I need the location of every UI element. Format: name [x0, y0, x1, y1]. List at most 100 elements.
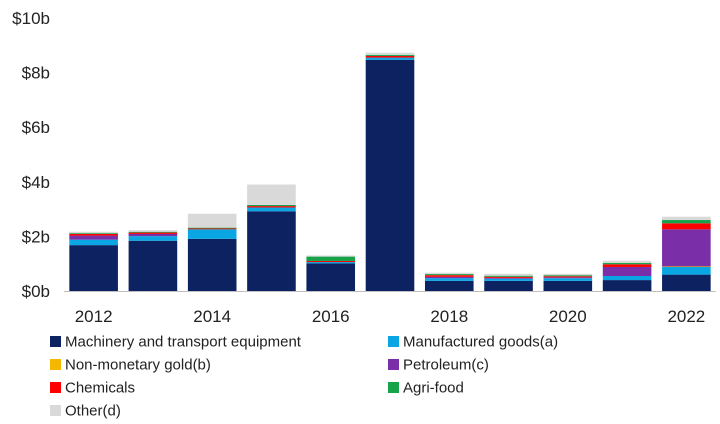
- legend-item-other: Other(d): [50, 403, 121, 420]
- bar-segment-2014-manufactured-goods: [187, 229, 237, 239]
- legend-label: Non-monetary gold(b): [65, 357, 211, 374]
- x-tick-label: 2022: [667, 307, 705, 326]
- bar-segment-2018-agri-food: [424, 274, 474, 276]
- legend-label: Machinery and transport equipment: [65, 334, 302, 351]
- bar-segment-2020-manufactured-goods: [543, 278, 593, 281]
- bar-segment-2012-petroleum: [69, 235, 118, 240]
- bar-segment-2012-manufactured-goods: [69, 239, 118, 246]
- legend-label: Chemicals: [65, 380, 135, 397]
- bar-segment-2021-agri-food: [602, 262, 652, 265]
- legend-item-manufactured-goods: Manufactured goods(a): [388, 334, 558, 351]
- legend-swatch: [50, 382, 61, 393]
- bar-segment-2022-other: [662, 216, 711, 221]
- bar-segment-2022-agri-food: [662, 220, 711, 224]
- bar-segment-2022-manufactured-goods: [662, 266, 711, 275]
- bar-segment-2013-machinery-and-transport-equipment: [128, 240, 178, 291]
- bar-segment-2019-chemicals: [484, 276, 533, 278]
- legend-swatch: [388, 359, 399, 370]
- bar-segment-2013-petroleum: [128, 233, 178, 237]
- legend-label: Petroleum(c): [403, 357, 489, 374]
- bar-segment-2019-petroleum: [484, 277, 533, 279]
- bar-segment-2013-manufactured-goods: [128, 236, 178, 241]
- x-tick-label: 2014: [193, 307, 231, 326]
- y-tick-label: $10b: [12, 9, 50, 28]
- bar-segment-2017-chemicals: [365, 55, 415, 58]
- bar-segment-2015-agri-food: [247, 205, 296, 207]
- bar-segment-2021-chemicals: [602, 264, 652, 267]
- bar-segment-2020-petroleum: [543, 277, 593, 279]
- bar-segment-2018-manufactured-goods: [424, 278, 474, 281]
- bar-segment-2019-manufactured-goods: [484, 278, 533, 281]
- bar-segment-2022-non-monetary-gold: [662, 266, 711, 268]
- bars-group: [69, 52, 711, 291]
- bar-segment-2017-machinery-and-transport-equipment: [365, 59, 415, 291]
- bar-segment-2012-machinery-and-transport-equipment: [69, 245, 118, 291]
- legend-swatch: [50, 359, 61, 370]
- bar-segment-2014-chemicals: [187, 228, 237, 230]
- bar-segment-2020-machinery-and-transport-equipment: [543, 280, 593, 291]
- bar-segment-2021-machinery-and-transport-equipment: [602, 280, 652, 291]
- legend-swatch: [50, 405, 61, 416]
- bar-segment-2018-petroleum: [424, 276, 474, 279]
- legend-label: Manufactured goods(a): [403, 334, 558, 351]
- bar-segment-2020-agri-food: [543, 275, 593, 277]
- bar-segment-2013-other: [128, 230, 178, 232]
- bar-segment-2013-chemicals: [128, 232, 178, 234]
- legend-label: Agri-food: [403, 380, 464, 397]
- bar-segment-2014-other: [187, 213, 237, 228]
- bar-segment-2019-other: [484, 273, 533, 276]
- bar-segment-2016-other: [306, 255, 356, 257]
- bar-segment-2012-other: [69, 231, 118, 234]
- y-tick-label: $0b: [22, 282, 50, 301]
- bar-segment-2012-agri-food: [69, 233, 118, 234]
- legend-swatch: [388, 336, 399, 347]
- bar-segment-2022-chemicals: [662, 223, 711, 230]
- bar-segment-2016-machinery-and-transport-equipment: [306, 263, 356, 291]
- axes-group: $0b $2b $4b $6b $8b $10b 2012 2014 2016 2018 2020 2…: [12, 9, 716, 326]
- legend-label: Other(d): [65, 403, 121, 420]
- bar-segment-2016-agri-food: [306, 256, 356, 261]
- bar-segment-2019-machinery-and-transport-equipment: [484, 280, 533, 291]
- bar-segment-2017-agri-food: [365, 54, 415, 56]
- bar-segment-2018-other: [424, 272, 474, 275]
- bar-segment-2015-machinery-and-transport-equipment: [247, 211, 296, 291]
- x-tick-label: 2018: [430, 307, 468, 326]
- legend-swatch: [50, 336, 61, 347]
- y-tick-label: $4b: [22, 173, 50, 192]
- y-tick-label: $8b: [22, 64, 50, 83]
- bar-segment-2015-other: [247, 184, 296, 205]
- bar-segment-2016-chemicals: [306, 260, 356, 263]
- bar-segment-2016-manufactured-goods: [306, 262, 356, 264]
- bar-segment-2022-petroleum: [662, 229, 711, 267]
- legend-swatch: [388, 382, 399, 393]
- bar-segment-2020-other: [543, 273, 593, 276]
- bar-segment-2019-agri-food: [484, 275, 533, 277]
- legend-item-petroleum: Petroleum(c): [388, 357, 489, 374]
- x-tick-label: 2016: [312, 307, 350, 326]
- bar-segment-2015-manufactured-goods: [247, 207, 296, 212]
- legend-item-chemicals: Chemicals: [50, 380, 135, 397]
- legend: Machinery and transport equipment Manufac…: [50, 334, 558, 420]
- legend-item-machinery-and-transport-equipment: Machinery and transport equipment: [50, 334, 302, 351]
- bar-segment-2021-petroleum: [602, 266, 652, 276]
- bar-segment-2012-chemicals: [69, 233, 118, 236]
- bar-segment-2017-other: [365, 52, 415, 55]
- bar-segment-2018-chemicals: [424, 275, 474, 277]
- y-tick-label: $2b: [22, 227, 50, 246]
- x-tick-label: 2020: [549, 307, 587, 326]
- legend-item-agri-food: Agri-food: [388, 380, 464, 397]
- bar-segment-2013-agri-food: [128, 231, 178, 233]
- bar-segment-2018-machinery-and-transport-equipment: [424, 280, 474, 291]
- bar-segment-2020-chemicals: [543, 276, 593, 278]
- bar-segment-2015-chemicals: [247, 206, 296, 208]
- y-tick-label: $6b: [22, 118, 50, 137]
- bar-segment-2014-agri-food: [187, 227, 237, 229]
- bar-segment-2014-machinery-and-transport-equipment: [187, 238, 237, 291]
- bar-segment-2021-other: [602, 260, 652, 263]
- bar-segment-2022-machinery-and-transport-equipment: [662, 274, 711, 291]
- x-tick-label: 2012: [75, 307, 113, 326]
- legend-item-non-monetary-gold: Non-monetary gold(b): [50, 357, 211, 374]
- bar-segment-2021-manufactured-goods: [602, 275, 652, 281]
